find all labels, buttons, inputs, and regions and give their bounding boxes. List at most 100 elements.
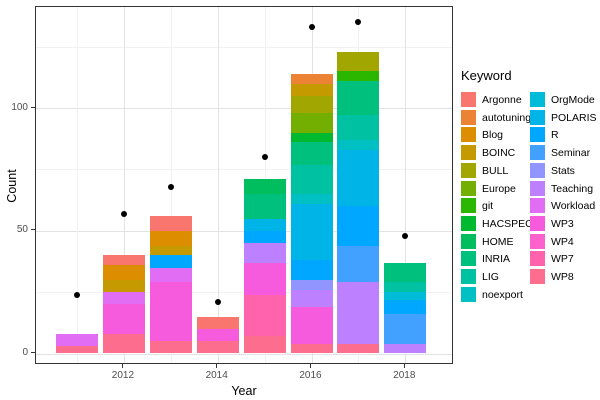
bar-2016-segment-WP8 (290, 343, 333, 354)
legend-item-Teaching: Teaching (530, 180, 598, 198)
y-tick-mark-100 (31, 106, 35, 108)
bar-2016-segment-BOINC (290, 83, 333, 96)
x-tick-mark-2018 (403, 364, 405, 368)
legend-swatch-WP8 (530, 269, 545, 284)
bar-2013-segment-WP3 (149, 282, 192, 342)
bar-2016-segment-noexport (290, 193, 333, 204)
bar-2016-segment-autotuning (290, 73, 333, 84)
legend-item-BOINC: BOINC (461, 145, 529, 162)
legend-swatch-git (461, 198, 476, 214)
legend-item-Seminar: Seminar (530, 145, 598, 162)
data-point-2011 (74, 291, 80, 298)
legend-item-Stats: Stats (530, 162, 598, 180)
legend-item-INRIA: INRIA (461, 251, 529, 268)
bar-2017-segment-BULL (337, 51, 380, 72)
bar-2015-segment-R (243, 230, 286, 244)
bar-2018-segment-R (384, 299, 427, 315)
legend-item-WP8: WP8 (530, 269, 598, 286)
bar-2013-segment-WP8 (149, 341, 192, 354)
bar-2017-segment-git (337, 71, 380, 82)
legend-swatch-R (530, 127, 545, 143)
bar-2018-segment-Teaching (384, 343, 427, 354)
bar-2013-segment-Workload (149, 267, 192, 283)
bar-2015-segment-WP7 (243, 294, 286, 337)
gridline-minor-y-75 (36, 169, 452, 171)
legend-swatch-Blog (461, 127, 476, 143)
y-tick-label-100: 100 (11, 101, 28, 113)
bar-2011-segment-Workload (56, 333, 98, 347)
legend-swatch-HACSPECIS (461, 215, 476, 231)
legend-item-autotuning: autotuning (461, 109, 532, 127)
bar-2016-segment-BULL (290, 95, 333, 113)
legend-swatch-HOME (461, 233, 476, 249)
bar-2016-segment-HACSPECIS (290, 132, 333, 143)
x-tick-label-2016: 2016 (299, 370, 322, 381)
bar-2018-segment-LIG (384, 282, 427, 293)
bar-2017-segment-Teaching (337, 282, 380, 344)
bar-2017-segment-LIG (337, 115, 380, 140)
bar-2014-segment-Argonne (196, 316, 239, 329)
bar-2015-segment-WP8 (243, 336, 286, 354)
x-axis-title: Year (231, 384, 257, 398)
legend-item-Argonne: Argonne (461, 92, 529, 109)
bar-2012-segment-BOINC (102, 279, 145, 293)
bar-2018-segment-OrgMode (384, 292, 427, 300)
bar-2011-segment-WP8 (56, 346, 98, 354)
legend-label-autotuning: autotuning (482, 111, 532, 124)
bar-2016-segment-R (290, 260, 333, 280)
x-tick-mark-2012 (122, 364, 124, 368)
legend-label-WP8: WP8 (551, 271, 574, 283)
bar-2016-segment-Europe (290, 113, 333, 133)
bar-2013-segment-Blog (149, 230, 192, 246)
bar-2017-segment-INRIA (337, 81, 380, 116)
legend-item-git: git (461, 198, 529, 215)
legend-label-LIG: LIG (482, 271, 499, 283)
data-point-2018 (402, 232, 409, 239)
legend-title: Keyword (461, 68, 512, 83)
legend-label-BOINC: BOINC (482, 147, 516, 160)
y-tick-label-50: 50 (16, 224, 28, 236)
x-tick-label-2018: 2018 (393, 370, 416, 381)
legend-item-Blog: Blog (461, 127, 529, 144)
gridline-minor-x-2011 (77, 7, 78, 363)
gridline-major-x-2012 (123, 7, 125, 363)
legend-item-LIG: LIG (461, 269, 529, 286)
legend-swatch-OrgMode (530, 92, 545, 107)
legend-item-POLARIS: POLARIS (530, 109, 598, 127)
bar-2016-segment-LIG (290, 164, 333, 194)
legend-item-noexport: noexport (461, 286, 529, 304)
legend-label-Stats: Stats (551, 164, 575, 177)
legend-swatch-WP4 (530, 233, 545, 249)
legend-item-OrgMode: OrgMode (530, 92, 598, 109)
legend-label-WP7: WP7 (551, 253, 574, 266)
legend-label-Teaching: Teaching (551, 182, 594, 195)
bar-2016-segment-Teaching (290, 289, 333, 307)
bar-2016-segment-INRIA (290, 142, 333, 165)
bar-2013-segment-Argonne (149, 216, 192, 231)
bar-2016-segment-Stats (290, 279, 333, 290)
bar-2012-segment-Workload (102, 292, 145, 305)
legend-label-POLARIS: POLARIS (551, 111, 597, 124)
data-point-2015 (261, 154, 268, 161)
legend: Keyword Argonne autotuning Blog BOINC BULL Eu… (461, 68, 597, 302)
bar-2012-segment-WP8 (102, 333, 145, 354)
legend-item-WP3: WP3 (530, 215, 598, 233)
bar-2018-segment-INRIA (384, 262, 427, 283)
legend-label-git: git (482, 200, 494, 213)
legend-swatch-Teaching (530, 180, 545, 196)
x-tick-label-2014: 2014 (205, 370, 228, 381)
legend-swatch-Argonne (461, 92, 476, 107)
legend-label-Argonne: Argonne (482, 94, 522, 106)
legend-swatch-Europe (461, 180, 476, 196)
legend-swatch-noexport (461, 286, 476, 302)
gridline-minor-y-125 (36, 46, 452, 48)
legend-label-WP4: WP4 (551, 235, 574, 248)
bar-2018-segment-Seminar (384, 314, 427, 344)
bar-2015-segment-HOME (243, 179, 286, 194)
bar-2015-segment-POLARIS (243, 218, 286, 231)
gridline-major-x-2014 (217, 7, 219, 363)
data-point-2013 (167, 183, 174, 190)
legend-label-noexport: noexport (482, 288, 523, 301)
y-tick-mark-0 (31, 352, 35, 353)
